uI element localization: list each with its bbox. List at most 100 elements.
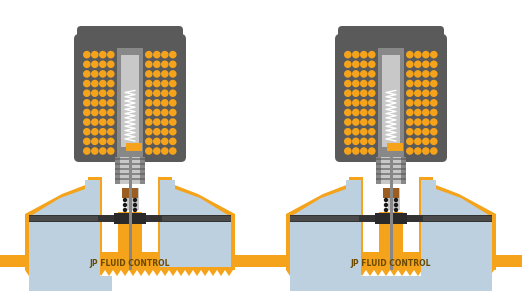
Circle shape [406,99,413,107]
Circle shape [169,70,176,78]
Bar [382,55,400,147]
Circle shape [406,61,413,68]
Circle shape [169,61,176,68]
Polygon shape [29,216,98,221]
FancyBboxPatch shape [77,26,183,48]
Circle shape [360,70,367,78]
Circle shape [394,208,398,212]
Polygon shape [421,267,492,276]
Circle shape [344,99,352,107]
Polygon shape [158,177,235,252]
Polygon shape [446,270,454,276]
Bar [121,55,139,147]
Circle shape [360,61,367,68]
Polygon shape [486,270,494,276]
Circle shape [169,99,176,107]
Polygon shape [275,263,280,267]
Polygon shape [65,270,73,276]
Circle shape [161,89,169,97]
Text: JP FLUID CONTROL: JP FLUID CONTROL [90,258,170,267]
Circle shape [430,61,437,68]
Circle shape [153,99,161,107]
Bar [115,178,145,180]
Circle shape [83,118,91,126]
Circle shape [133,203,137,207]
Bar [388,188,394,210]
Circle shape [414,128,422,136]
Circle shape [414,138,422,145]
Circle shape [83,80,91,87]
Polygon shape [160,252,231,267]
Bar [127,188,133,210]
Circle shape [384,198,388,202]
Bar [375,213,407,224]
Circle shape [91,138,99,145]
Circle shape [83,70,91,78]
Circle shape [368,89,376,97]
Circle shape [99,70,106,78]
Circle shape [394,198,398,202]
Circle shape [422,138,430,145]
Polygon shape [153,270,161,276]
Circle shape [360,109,367,116]
Circle shape [430,128,437,136]
Circle shape [99,147,106,155]
Circle shape [422,80,430,87]
Circle shape [99,51,106,58]
Circle shape [368,99,376,107]
Circle shape [83,99,91,107]
Circle shape [107,118,115,126]
Polygon shape [419,177,496,252]
Polygon shape [334,270,342,276]
Bar [115,163,145,165]
Circle shape [107,80,115,87]
Bar [248,255,288,267]
Circle shape [352,80,360,87]
Circle shape [83,128,91,136]
Circle shape [344,118,352,126]
Bar [376,173,406,175]
Polygon shape [29,180,100,252]
Polygon shape [406,270,414,276]
Circle shape [422,147,430,155]
Circle shape [161,118,169,126]
Polygon shape [454,270,462,276]
Polygon shape [438,270,446,276]
Polygon shape [162,216,231,221]
Circle shape [169,109,176,116]
Circle shape [83,109,91,116]
Circle shape [107,70,115,78]
Circle shape [344,61,352,68]
Circle shape [161,147,169,155]
Polygon shape [302,270,310,276]
Circle shape [161,109,169,116]
Polygon shape [310,270,318,276]
Circle shape [344,138,352,145]
Circle shape [91,61,99,68]
Polygon shape [421,180,492,252]
Circle shape [91,89,99,97]
Polygon shape [29,252,100,267]
Circle shape [384,203,388,207]
Polygon shape [382,270,390,276]
Circle shape [145,51,152,58]
Circle shape [360,128,367,136]
Polygon shape [89,270,97,276]
Circle shape [360,99,367,107]
Circle shape [153,70,161,78]
Circle shape [368,109,376,116]
Circle shape [368,61,376,68]
Circle shape [169,128,176,136]
Circle shape [430,70,437,78]
Bar [290,215,492,222]
Polygon shape [275,259,280,263]
Circle shape [83,147,91,155]
Circle shape [344,70,352,78]
Circle shape [352,138,360,145]
Bar [389,157,393,270]
Circle shape [91,99,99,107]
Circle shape [153,128,161,136]
Circle shape [107,99,115,107]
Circle shape [99,89,106,97]
Circle shape [99,109,106,116]
